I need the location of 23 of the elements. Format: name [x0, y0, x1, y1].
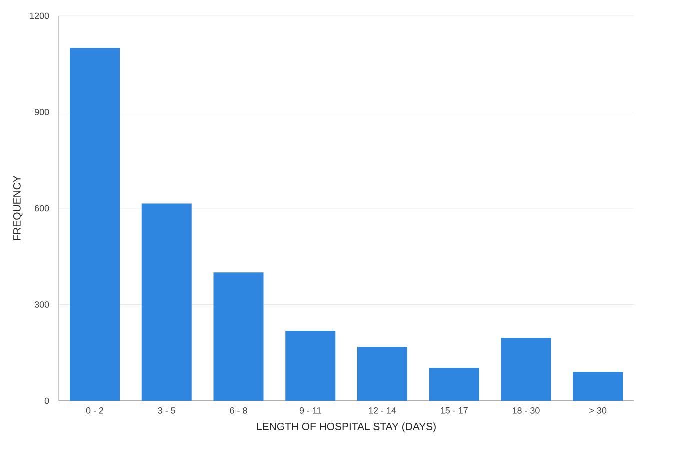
- y-tick-label: 1200: [30, 12, 50, 20]
- x-tick-label: 15 - 17: [441, 408, 468, 414]
- x-tick-label: > 30: [590, 408, 607, 414]
- x-tick-label: 18 - 30: [512, 408, 540, 414]
- bar: [573, 372, 624, 401]
- y-tick-label: 0: [44, 398, 50, 404]
- bar: [358, 347, 408, 401]
- bar: [214, 272, 264, 401]
- bar: [429, 368, 480, 401]
- x-axis-title: LENGTH OF HOSPITAL STAY (DAYS): [257, 422, 436, 432]
- bar: [286, 331, 336, 401]
- y-tick-label: 300: [34, 302, 50, 308]
- y-tick-label: 600: [35, 205, 50, 212]
- bar: [142, 204, 192, 401]
- x-tick-label: 6 - 8: [230, 408, 248, 414]
- y-tick-label: 900: [35, 109, 50, 116]
- x-tick-label: 3 - 5: [158, 408, 176, 414]
- y-axis-title: FREQUENCY: [13, 176, 23, 240]
- x-tick-label: 0 - 2: [86, 408, 104, 414]
- bar: [70, 48, 120, 401]
- x-tick-label: 9 - 11: [300, 408, 322, 414]
- x-tick-label: 12 - 14: [369, 408, 396, 414]
- bar: [501, 338, 552, 401]
